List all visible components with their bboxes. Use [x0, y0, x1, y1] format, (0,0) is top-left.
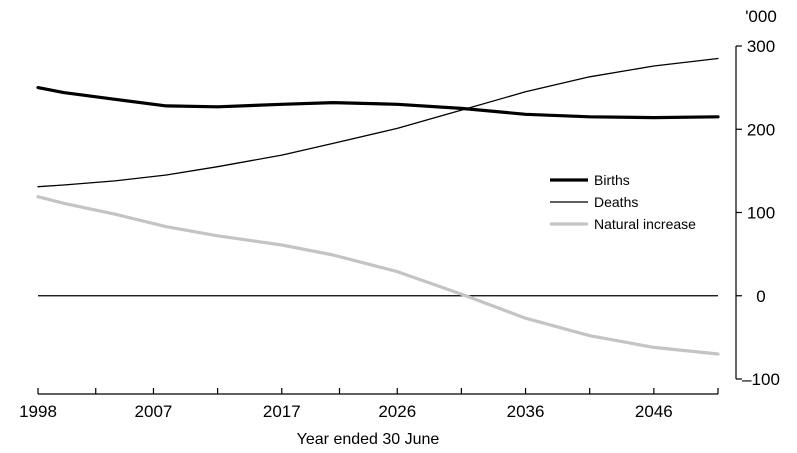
series-line-natural-increase [36, 195, 720, 356]
x-axis-title: Year ended 30 June [297, 431, 440, 448]
y-tick-label: 200 [747, 120, 775, 139]
y-axis-unit-label: '000 [745, 7, 777, 26]
legend: Births Deaths Natural increase [550, 172, 696, 232]
x-axis: 1998 2007 2017 2026 2036 2046 [19, 388, 719, 421]
x-tick-label: 2036 [507, 402, 545, 421]
x-tick-label: 2007 [135, 402, 173, 421]
series-line-deaths [37, 57, 719, 188]
y-tick-label: 100 [747, 204, 775, 223]
y-axis: 300 200 100 0 –100 [735, 37, 780, 389]
y-tick-label: –100 [742, 370, 780, 389]
legend-label: Deaths [594, 194, 638, 210]
legend-label: Births [594, 172, 630, 188]
x-tick-label: 2026 [378, 402, 416, 421]
x-tick-label: 1998 [19, 402, 57, 421]
y-tick-label: 300 [747, 37, 775, 56]
series-layer [36, 57, 720, 356]
x-tick-label: 2017 [263, 402, 301, 421]
y-tick-label: 0 [756, 287, 765, 306]
legend-label: Natural increase [594, 216, 696, 232]
x-tick-label: 2046 [635, 402, 673, 421]
series-line-births [36, 85, 720, 120]
